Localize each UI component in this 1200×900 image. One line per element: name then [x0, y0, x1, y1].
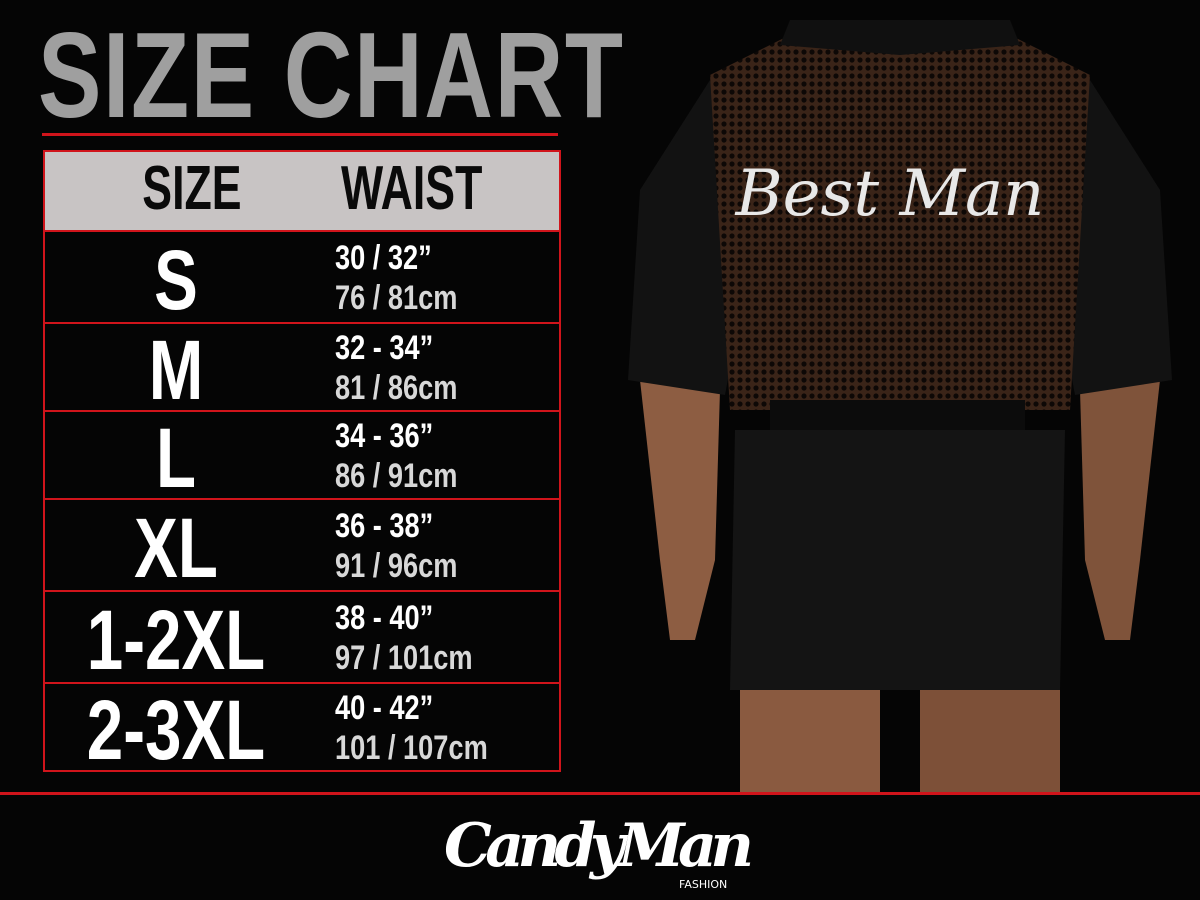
waist-inches: 38 - 40”	[335, 599, 434, 637]
waist-values: 40 - 42” 101 / 107cm	[335, 688, 488, 768]
table-row: M 32 - 34” 81 / 86cm	[45, 324, 559, 412]
size-label: M	[148, 323, 204, 417]
footer-divider	[0, 792, 1200, 795]
size-label: 1-2XL	[86, 593, 266, 687]
table-row: 2-3XL 40 - 42” 101 / 107cm	[45, 684, 559, 772]
table-header: SIZE WAIST	[45, 152, 559, 232]
page-title: SIZE CHART	[38, 7, 625, 143]
waist-inches: 36 - 38”	[335, 507, 434, 545]
waist-values: 30 / 32” 76 / 81cm	[335, 238, 458, 318]
waist-cm: 97 / 101cm	[335, 639, 473, 677]
product-photo: Best Man	[600, 0, 1200, 792]
size-table: SIZE WAIST S 30 / 32” 76 / 81cm M 32 - 3…	[43, 150, 561, 772]
waist-inches: 40 - 42”	[335, 689, 434, 727]
size-label: S	[154, 233, 198, 327]
title-divider	[42, 133, 558, 136]
header-waist: WAIST	[341, 154, 483, 223]
size-label: XL	[134, 501, 218, 595]
waist-inches: 30 / 32”	[335, 239, 432, 277]
waist-values: 38 - 40” 97 / 101cm	[335, 598, 473, 678]
candyman-logo: CandyMan FASHION	[444, 800, 764, 891]
table-row: XL 36 - 38” 91 / 96cm	[45, 500, 559, 592]
waist-cm: 101 / 107cm	[335, 729, 488, 767]
waist-values: 36 - 38” 91 / 96cm	[335, 506, 458, 586]
waist-values: 32 - 34” 81 / 86cm	[335, 328, 458, 408]
size-label: L	[155, 411, 197, 505]
table-row: S 30 / 32” 76 / 81cm	[45, 232, 559, 324]
logo-wordmark: CandyMan	[444, 811, 754, 881]
waist-cm: 76 / 81cm	[335, 279, 458, 317]
robe-print-text: Best Man	[735, 157, 1045, 231]
waist-cm: 86 / 91cm	[335, 457, 458, 495]
waist-cm: 91 / 96cm	[335, 547, 458, 585]
size-label: 2-3XL	[86, 683, 266, 777]
table-row: L 34 - 36” 86 / 91cm	[45, 412, 559, 500]
waist-cm: 81 / 86cm	[335, 369, 458, 407]
waist-values: 34 - 36” 86 / 91cm	[335, 416, 458, 496]
waist-inches: 34 - 36”	[335, 417, 434, 455]
logo-subtitle: FASHION	[679, 878, 727, 890]
header-size: SIZE	[142, 154, 242, 223]
table-row: 1-2XL 38 - 40” 97 / 101cm	[45, 592, 559, 684]
waist-inches: 32 - 34”	[335, 329, 434, 367]
